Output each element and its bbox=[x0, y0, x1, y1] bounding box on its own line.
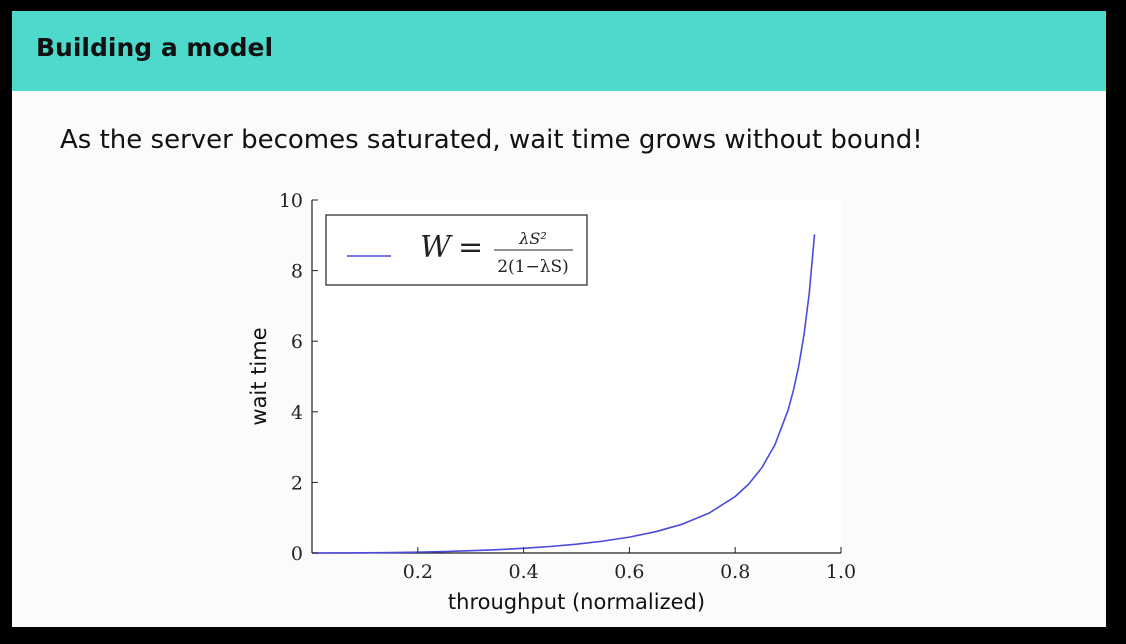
legend-formula-numerator: λS² bbox=[518, 229, 547, 248]
slide-subtitle: As the server becomes saturated, wait ti… bbox=[60, 125, 923, 155]
x-tick-label: 0.2 bbox=[403, 561, 433, 583]
slide-title: Building a model bbox=[36, 33, 274, 62]
y-tick-label: 6 bbox=[291, 331, 303, 353]
y-tick-label: 8 bbox=[291, 261, 303, 283]
x-tick-label: 0.4 bbox=[508, 561, 538, 583]
y-tick-label: 10 bbox=[279, 190, 303, 212]
x-tick-label: 0.8 bbox=[720, 561, 750, 583]
legend-formula-denominator: 2(1−λS) bbox=[497, 257, 569, 277]
y-axis-label: wait time bbox=[247, 327, 271, 425]
x-tick-label: 1.0 bbox=[826, 561, 856, 583]
y-tick-label: 2 bbox=[291, 472, 303, 494]
x-tick-label: 0.6 bbox=[614, 561, 644, 583]
legend-formula-equals: = bbox=[458, 230, 483, 265]
header-bar: Building a model bbox=[12, 11, 1106, 91]
x-axis-label: throughput (normalized) bbox=[448, 590, 705, 614]
legend-formula-lhs: W bbox=[420, 230, 453, 265]
series-line bbox=[311, 234, 816, 554]
y-tick-label: 0 bbox=[291, 543, 303, 565]
y-tick-label: 4 bbox=[291, 402, 303, 424]
